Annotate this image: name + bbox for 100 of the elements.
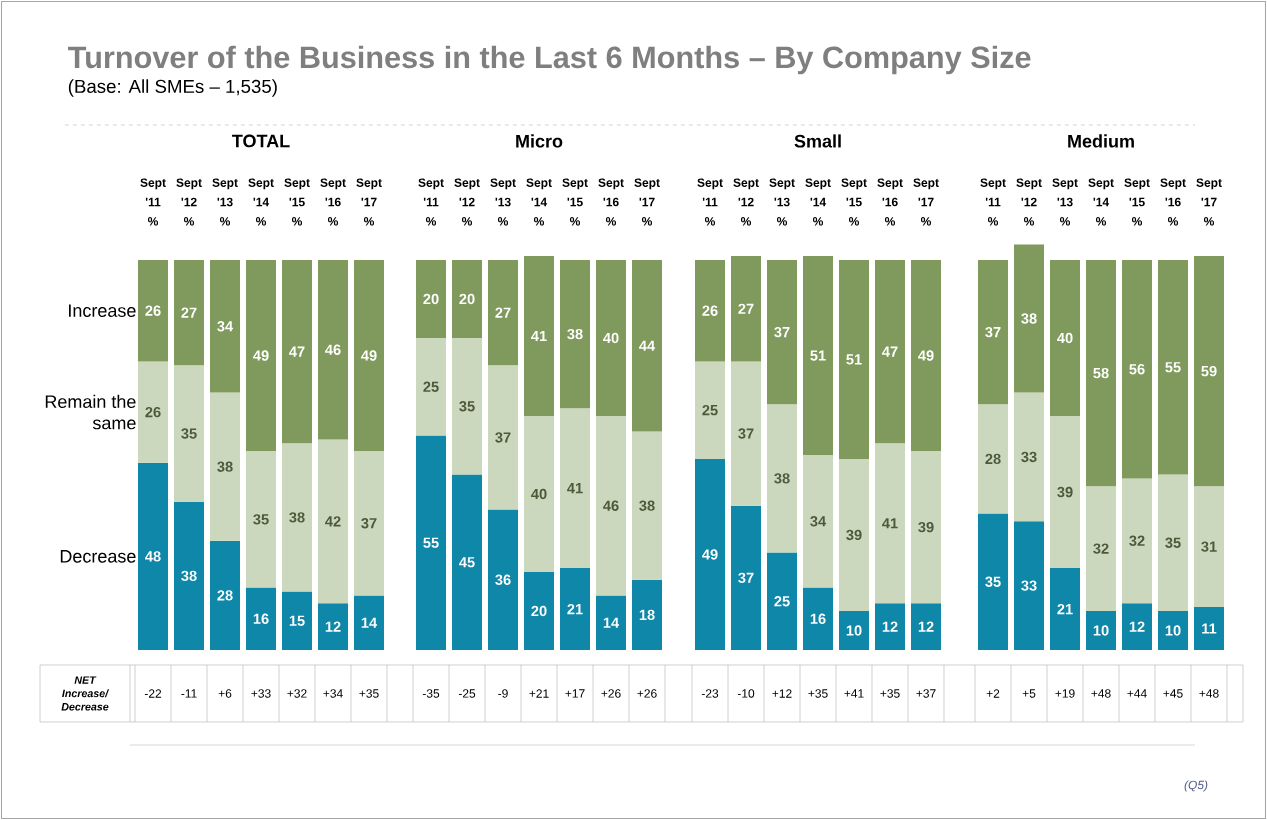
- bar: [1086, 259, 1116, 487]
- data-label: 12: [918, 621, 934, 632]
- bar: [695, 361, 726, 459]
- data-label: 27: [738, 303, 754, 314]
- x-tick-label: Sept '11 %: [697, 178, 723, 226]
- bar: [978, 404, 1008, 514]
- data-label: 10: [1093, 625, 1109, 636]
- bar: [174, 365, 205, 502]
- bar: [875, 259, 905, 444]
- x-tick-label: Sept '11 %: [980, 178, 1006, 226]
- bar: [138, 462, 169, 650]
- bar: [632, 579, 662, 650]
- data-label: 35: [1165, 537, 1181, 548]
- bar: [596, 595, 626, 650]
- text: +26: [637, 689, 657, 698]
- data-label: 38: [567, 328, 583, 340]
- bar: [695, 458, 726, 650]
- data-label: 55: [423, 537, 439, 548]
- data-label: 26: [145, 406, 161, 418]
- x-tick-label: Sept '11 %: [140, 178, 166, 226]
- data-label: 21: [1057, 603, 1073, 615]
- text: +41: [844, 689, 864, 698]
- text: +21: [529, 689, 549, 698]
- x-tick-label: Sept '14 %: [1088, 178, 1114, 226]
- text: +44: [1127, 689, 1147, 698]
- series-label: Decrease: [60, 550, 136, 563]
- bar: [560, 259, 590, 409]
- x-tick-label: Sept '12 %: [1016, 178, 1042, 226]
- bar: [138, 361, 169, 463]
- text: +48: [1199, 689, 1219, 698]
- data-label: 59: [1201, 365, 1217, 377]
- text: -10: [737, 689, 755, 698]
- bar: [354, 451, 384, 596]
- bar: [911, 451, 941, 604]
- data-label: 48: [145, 551, 161, 562]
- bar: [354, 259, 384, 452]
- text: +32: [287, 689, 307, 698]
- data-label: 38: [217, 461, 233, 472]
- data-label: 36: [495, 574, 511, 585]
- bar: [695, 259, 726, 362]
- data-label: 37: [985, 326, 1001, 338]
- data-label: 35: [459, 401, 475, 412]
- chart-title: TOTAL: [232, 134, 290, 148]
- x-tick-label: Sept '16 %: [320, 178, 346, 226]
- data-label: 38: [639, 500, 655, 511]
- data-label: 31: [1201, 541, 1217, 552]
- text: -25: [458, 689, 476, 698]
- bar: [875, 603, 905, 650]
- bar: [803, 256, 833, 455]
- bar: [911, 603, 941, 650]
- bar: [282, 443, 312, 592]
- bar: [560, 568, 590, 650]
- x-tick-label: Sept '17 %: [634, 178, 660, 226]
- bar: [632, 259, 662, 432]
- x-tick-label: Sept '11 %: [418, 178, 444, 226]
- data-label: 41: [531, 331, 547, 342]
- series-label: Increase: [69, 304, 136, 317]
- data-label: 37: [774, 326, 790, 338]
- bar: [524, 571, 554, 650]
- data-label: 38: [1021, 313, 1037, 324]
- data-label: 32: [1093, 543, 1109, 554]
- data-label: 25: [774, 596, 790, 607]
- text: +34: [323, 689, 343, 698]
- data-label: 16: [253, 613, 269, 624]
- bar: [1122, 603, 1152, 650]
- data-label: 28: [217, 590, 233, 601]
- data-label: 18: [639, 609, 655, 621]
- chart-title: Micro: [516, 134, 563, 148]
- bar: [767, 552, 797, 650]
- bar: [318, 439, 348, 604]
- text: Turnover of the Business in the Last 6 Months – By Company Size: [68, 45, 1031, 75]
- data-label: 38: [289, 512, 305, 523]
- x-tick-label: Sept '15 %: [841, 178, 867, 226]
- x-tick-label: Sept '13 %: [490, 178, 516, 226]
- text: +45: [1163, 689, 1183, 698]
- text: +35: [359, 689, 379, 698]
- x-tick-label: Sept '16 %: [1160, 178, 1186, 226]
- bar: [978, 513, 1008, 650]
- bar: [210, 392, 241, 541]
- x-tick-label: Sept '14 %: [805, 178, 831, 226]
- data-label: 20: [459, 293, 475, 305]
- data-label: 12: [882, 621, 898, 632]
- data-label: 14: [361, 617, 378, 628]
- bar: [1086, 610, 1116, 650]
- x-tick-label: Sept '14 %: [526, 178, 552, 226]
- chart-title: Medium: [1068, 134, 1134, 148]
- data-label: 35: [253, 514, 269, 525]
- text: -11: [181, 689, 197, 698]
- bar: [560, 408, 590, 569]
- data-label: 40: [1057, 332, 1073, 344]
- data-label: 20: [531, 605, 547, 617]
- text: +19: [1055, 689, 1075, 698]
- series-label: Remain the same: [45, 394, 136, 430]
- x-tick-label: Sept '16 %: [877, 178, 903, 226]
- data-label: 46: [603, 500, 619, 511]
- text: +12: [772, 689, 792, 698]
- data-label: 45: [459, 557, 475, 568]
- x-tick-label: Sept '13 %: [1052, 178, 1078, 226]
- data-label: 58: [1093, 367, 1109, 379]
- text: +2: [986, 689, 1000, 698]
